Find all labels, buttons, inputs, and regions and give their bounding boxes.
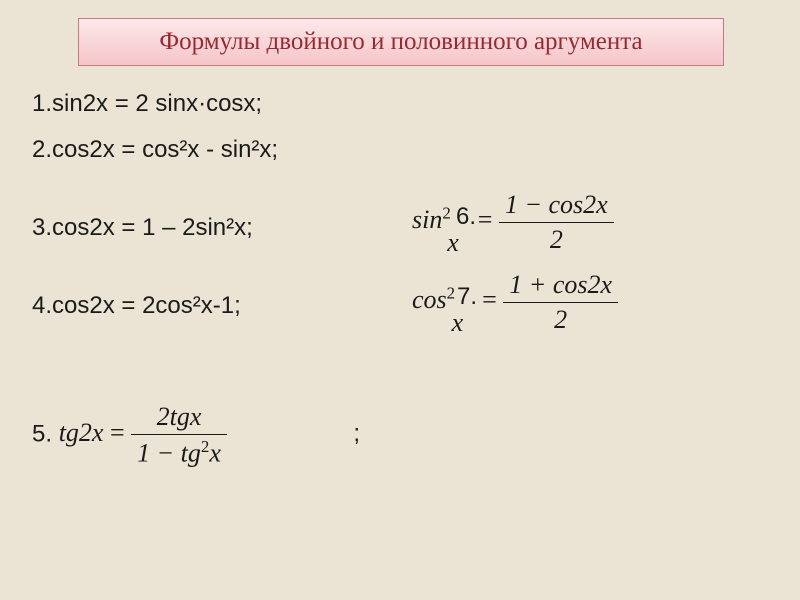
- equals-sign: =: [482, 285, 503, 314]
- sin2x-numerator: 1 − cos2x: [499, 190, 614, 223]
- sin2x-fraction: 1 − cos2x 2: [499, 190, 614, 255]
- formula-4-expr: cos2x = 2cos²x-1;: [52, 292, 241, 319]
- formula-1: 1.sin2x = 2 sinx·cosx;: [32, 90, 262, 118]
- tg2x-den-tail: x: [209, 439, 221, 468]
- cos2x-denominator: 2: [503, 303, 618, 335]
- formula-7: cos2 x = 1 + cos2x 2: [412, 270, 618, 335]
- formula-5: 5. tg2x = 2tgx 1 − tg2x ;: [32, 402, 360, 469]
- cos2x-numerator: 1 + cos2x: [503, 270, 618, 303]
- tg2x-denominator: 1 − tg2x: [131, 435, 227, 469]
- cos2x-tail: x: [452, 308, 464, 338]
- page-title: Формулы двойного и половинного аргумента: [159, 28, 642, 56]
- formula-6-label: 6.: [456, 203, 476, 231]
- cos2x-sup: 2: [447, 284, 455, 303]
- tg2x-lhs: tg2x: [59, 418, 104, 447]
- formula-7-label: 7.: [457, 283, 477, 311]
- formula-1-expr: sin2x = 2 sinx·cosx;: [52, 90, 262, 117]
- formula-5-semicolon: ;: [353, 420, 360, 447]
- formula-2-expr: cos2x = cos²x - sin²x;: [52, 136, 278, 163]
- sin2x-base: sin: [412, 205, 442, 234]
- formula-4-label: 4.: [32, 292, 52, 319]
- formula-2: 2.cos2x = cos²x - sin²x;: [32, 136, 278, 164]
- cos2x-expr: cos2 x = 1 + cos2x 2: [412, 285, 618, 314]
- cos2x-fraction: 1 + cos2x 2: [503, 270, 618, 335]
- equals-sign: =: [110, 418, 131, 447]
- tg2x-numerator: 2tgx: [131, 402, 227, 435]
- formula-1-label: 1.: [32, 90, 52, 117]
- formula-3: 3.cos2x = 1 – 2sin²x;: [32, 214, 253, 242]
- cos2x-base: cos: [412, 285, 447, 314]
- formula-5-expr: tg2x = 2tgx 1 − tg2x: [59, 418, 234, 447]
- formula-5-label: 5.: [32, 420, 52, 447]
- sin2x-tail: x: [447, 228, 459, 258]
- sin2x-sup: 2: [442, 204, 450, 223]
- formula-6: sin2 x = 1 − cos2x 2: [412, 190, 614, 255]
- equals-sign: =: [478, 205, 499, 234]
- formula-3-expr: cos2x = 1 – 2sin²x;: [52, 214, 253, 241]
- sin2x-denominator: 2: [499, 223, 614, 255]
- title-box: Формулы двойного и половинного аргумента: [78, 18, 724, 66]
- formula-4: 4.cos2x = 2cos²x-1;: [32, 292, 241, 320]
- tg2x-den-base: 1 − tg: [137, 439, 201, 468]
- formula-3-label: 3.: [32, 214, 52, 241]
- sin2x-expr: sin2 x = 1 − cos2x 2: [412, 205, 614, 234]
- formula-2-label: 2.: [32, 136, 52, 163]
- tg2x-fraction: 2tgx 1 − tg2x: [131, 402, 227, 469]
